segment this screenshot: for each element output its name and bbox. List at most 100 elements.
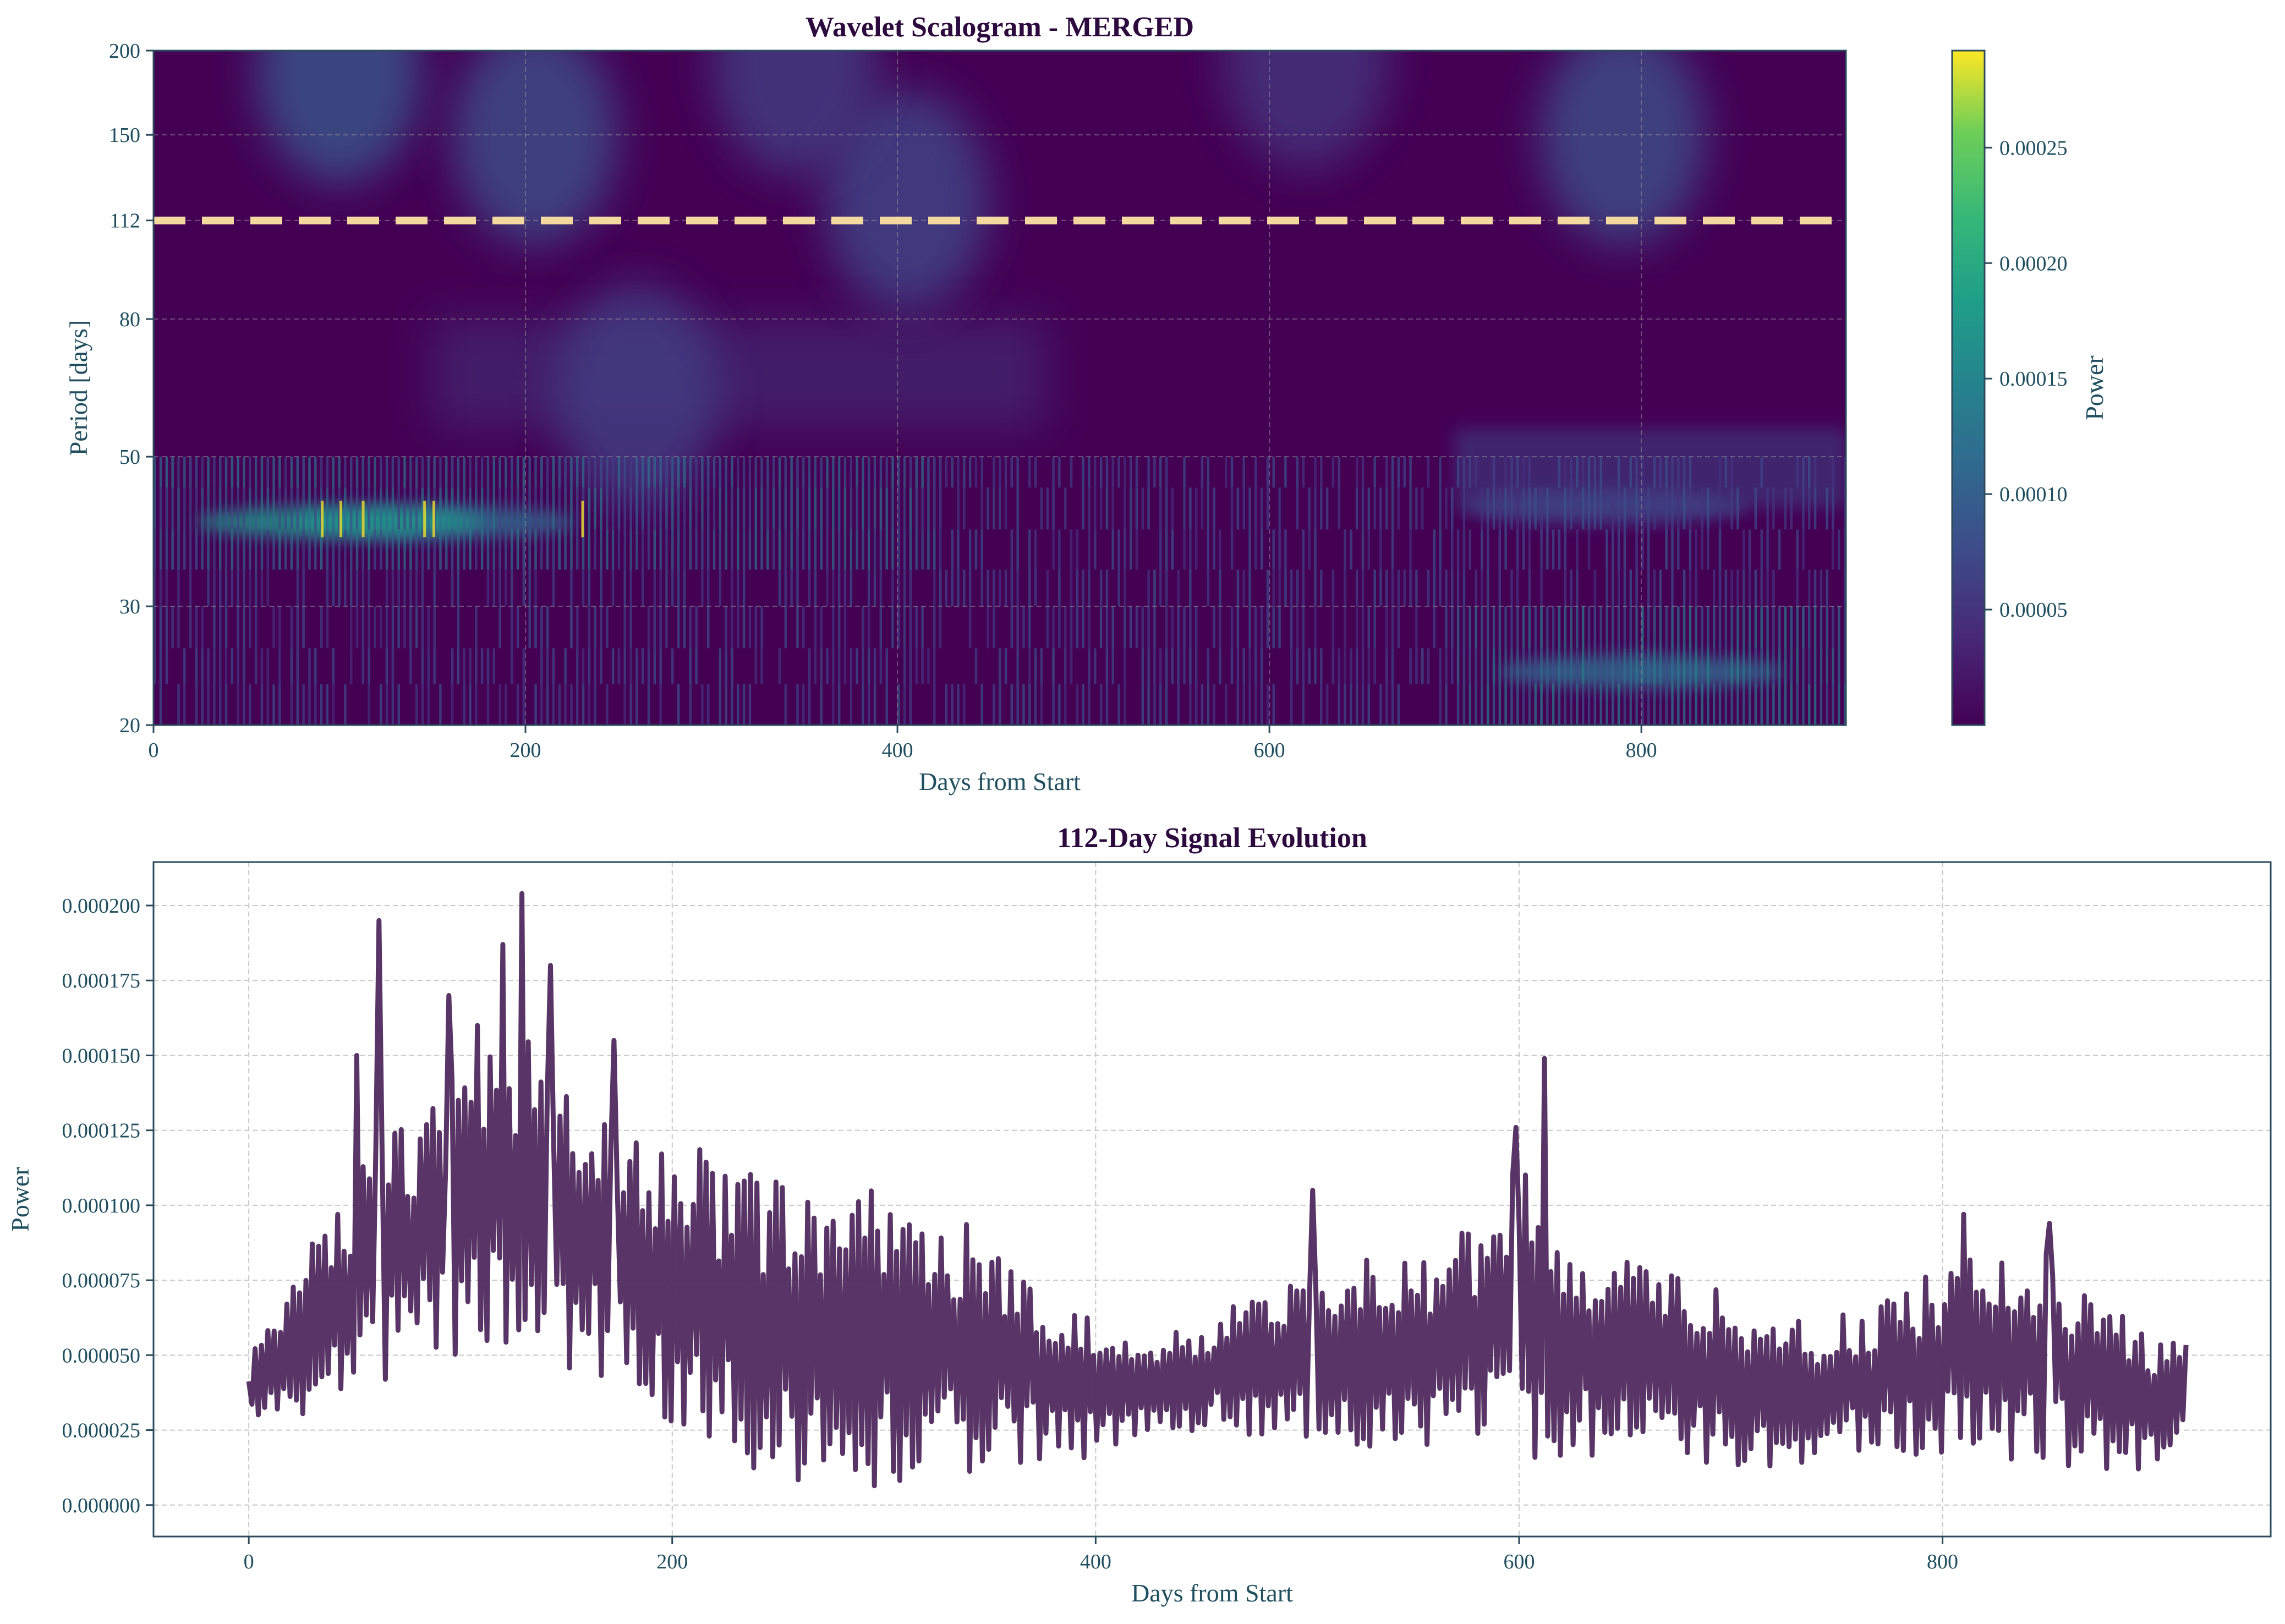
power-cell [224,457,228,488]
power-cell [355,487,359,530]
power-cell [689,606,692,649]
power-cell [635,457,638,488]
power-cell [933,648,936,684]
power-cell [207,529,210,570]
power-peak-cell [361,501,365,537]
power-cell [731,569,733,607]
power-cell [1635,648,1638,684]
power-cell [314,648,317,684]
power-cell [1689,487,1692,530]
power-cell [1635,569,1638,607]
power-cell [957,684,960,725]
power-cell [808,648,811,684]
power-cell [433,648,436,684]
power-cell [957,487,960,530]
power-cell [1695,606,1698,649]
power-cell [1129,457,1132,488]
power-cell [183,684,186,725]
power-cell [1159,487,1162,530]
colorbar-tick-label: 0.00010 [1999,483,2068,506]
power-cell [1219,569,1221,607]
power-cell [1546,606,1549,649]
power-cell [1802,529,1805,570]
power-cell [1730,487,1733,530]
power-cell [754,457,757,488]
power-cell [826,529,829,570]
y-tick-label: 150 [109,124,140,147]
power-cell [201,606,204,649]
power-cell [1099,684,1103,725]
power-cell [802,684,805,725]
power-cell [641,487,644,530]
power-cell [1236,684,1240,725]
power-cell [784,457,787,488]
power-cell [213,457,216,488]
power-cell [1689,529,1692,570]
power-cell [1724,606,1728,649]
power-cell [498,684,501,725]
power-cell [1082,606,1084,649]
power-cell [903,569,906,607]
power-cell [588,529,591,570]
power-cell [641,648,644,684]
power-cell [1635,487,1638,530]
power-cell [1552,684,1555,725]
power-cell [606,684,609,725]
power-cell [486,457,490,488]
power-cell [1391,457,1394,488]
power-cell [320,606,323,649]
power-cell [1117,457,1120,488]
power-cell [1498,569,1502,607]
power-cell [1135,606,1138,649]
power-cell [1504,487,1507,530]
power-cell [1647,648,1650,684]
power-cell [1070,457,1073,488]
power-cell [1230,529,1234,570]
power-cell [1207,648,1210,684]
x-tick-label: 400 [882,739,913,762]
power-cell [427,457,430,488]
power-cell [897,457,900,488]
power-cell [629,529,632,570]
power-cell [409,648,412,684]
signal-grid [154,862,2271,1537]
power-cell [570,606,573,649]
power-cell [1147,606,1150,649]
power-cell [326,487,329,530]
power-cell [361,606,365,649]
power-cell [611,529,615,570]
power-cell [320,457,323,488]
power-cell [1159,569,1162,607]
power-cell [201,648,204,684]
power-cell [968,457,972,488]
power-cell [1760,648,1763,684]
power-cell [1659,648,1662,684]
power-cell [249,569,251,607]
power-cell [326,569,329,607]
power-cell [814,457,817,488]
power-cell [778,487,781,530]
power-cell [1201,457,1204,488]
power-cell [1111,529,1114,570]
power-cell [463,684,465,725]
power-cell [284,487,287,530]
power-cell [623,529,627,570]
power-cell [522,648,525,684]
power-cell [237,529,239,570]
power-cell [1391,487,1394,530]
power-cell [349,529,353,570]
power-cell [873,457,876,488]
power-cell [1671,648,1674,684]
power-cell [1290,648,1293,684]
power-cell [1766,487,1769,530]
power-cell [302,529,305,570]
power-cell [1832,529,1834,570]
power-cell [1302,457,1305,488]
power-cell [480,457,484,488]
power-cell [1445,606,1448,649]
power-cell [891,529,894,570]
power-cell [927,457,930,488]
power-cell [594,487,596,530]
power-cell [1826,684,1828,725]
power-cell [1516,606,1519,649]
